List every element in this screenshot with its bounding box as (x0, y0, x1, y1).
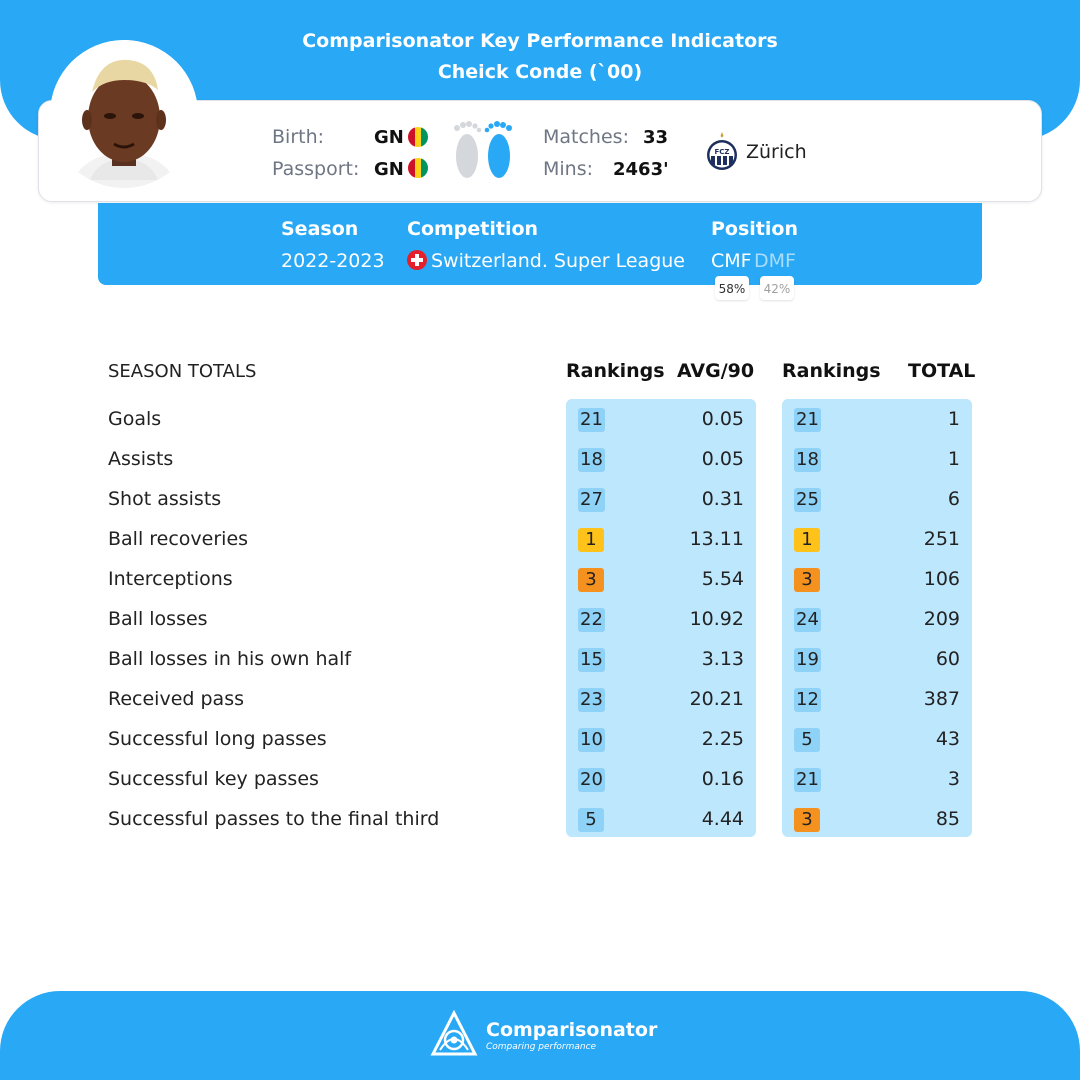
stat-label: Successful passes to the final third (108, 808, 440, 830)
fcz-club-logo: FCZ (707, 132, 737, 170)
passport-label: Passport: (272, 158, 360, 180)
rank-total-badge: 18 (794, 448, 821, 472)
brand-tagline: Comparing performance (486, 1042, 597, 1052)
footer-band (0, 991, 1080, 1080)
rank-total-badge: 5 (794, 728, 820, 752)
competition-value: Switzerland. Super League (431, 250, 685, 272)
total-value: 43 (935, 728, 960, 750)
player-name-title: Cheick Conde (`00) (437, 61, 643, 83)
mins-value: 2463' (613, 159, 669, 180)
svg-text:FCZ: FCZ (715, 148, 730, 156)
rank-total-badge: 21 (794, 408, 821, 432)
passport-value: GN (374, 159, 404, 180)
rank-avg-badge: 10 (578, 728, 605, 752)
position-label: Position (711, 218, 798, 240)
guinea-flag-icon (408, 127, 428, 147)
avg-value: 0.05 (701, 448, 744, 470)
total-value: 251 (923, 528, 960, 550)
rank-avg-badge: 18 (578, 448, 605, 472)
birth-value: GN (374, 127, 404, 148)
comparisonator-logo (430, 1010, 478, 1056)
rank-avg-badge: 21 (578, 408, 605, 432)
guinea-flag-icon (408, 158, 428, 178)
rank-total-badge: 25 (794, 488, 821, 512)
stat-label: Successful long passes (108, 728, 327, 750)
total-value: 1 (947, 408, 960, 430)
total-value: 106 (923, 568, 960, 590)
stat-label: Interceptions (108, 568, 233, 590)
total-value: 3 (947, 768, 960, 790)
stat-label: Ball losses (108, 608, 208, 630)
position-secondary-pct: 42% (760, 276, 794, 300)
position-primary-pct: 58% (715, 276, 749, 300)
rank-avg-badge: 1 (578, 528, 604, 552)
season-label: Season (281, 218, 359, 240)
avg-value: 10.92 (689, 608, 744, 630)
club-name: Zürich (746, 141, 807, 163)
avg-value: 4.44 (701, 808, 744, 830)
matches-label: Matches: (543, 126, 629, 148)
rank-avg-badge: 15 (578, 648, 605, 672)
total-value: 85 (935, 808, 960, 830)
avg-value: 3.13 (701, 648, 744, 670)
avg-value: 20.21 (689, 688, 744, 710)
rank-total-badge: 3 (794, 568, 820, 592)
rank-total-badge: 3 (794, 808, 820, 832)
rank-total-badge: 1 (794, 528, 820, 552)
player-info-card (38, 100, 1042, 202)
avg-value: 0.16 (701, 768, 744, 790)
total-value: 60 (935, 648, 960, 670)
stat-label: Ball recoveries (108, 528, 249, 550)
report-title: Comparisonator Key Performance Indicator… (302, 30, 778, 52)
feet-icon (454, 121, 512, 178)
competition-label: Competition (407, 218, 539, 240)
birth-label: Birth: (272, 126, 325, 148)
rank-total-badge: 21 (794, 768, 821, 792)
player-photo (50, 40, 198, 188)
rank-total-badge: 24 (794, 608, 821, 632)
avg-value: 0.05 (701, 408, 744, 430)
avg-value: 5.54 (701, 568, 744, 590)
matches-value: 33 (643, 127, 669, 148)
rank-avg-badge: 20 (578, 768, 605, 792)
stat-label: Received pass (108, 688, 244, 710)
rank-avg-badge: 5 (578, 808, 604, 832)
avg-value: 13.11 (689, 528, 744, 550)
stat-label: Ball losses in his own half (108, 648, 352, 670)
stat-label: Assists (108, 448, 174, 470)
switzerland-flag-icon (407, 250, 427, 270)
season-panel (98, 203, 982, 285)
season-value: 2022-2023 (281, 250, 385, 272)
col-rankings-total: Rankings (782, 360, 881, 382)
col-total: TOTAL (908, 360, 976, 382)
col-avg: AVG/90 (677, 360, 755, 382)
rank-avg-badge: 22 (578, 608, 605, 632)
rank-avg-badge: 3 (578, 568, 604, 592)
rank-avg-badge: 27 (578, 488, 605, 512)
mins-label: Mins: (543, 158, 594, 180)
avg-value: 2.25 (701, 728, 744, 750)
avg-value: 0.31 (701, 488, 744, 510)
position-secondary: DMF (754, 250, 796, 272)
total-value: 6 (947, 488, 960, 510)
brand-name: Comparisonator (486, 1019, 658, 1041)
stat-label: Shot assists (108, 488, 222, 510)
position-primary: CMF (711, 250, 752, 272)
stat-label: Goals (108, 408, 162, 430)
rank-total-badge: 12 (794, 688, 821, 712)
rank-avg-badge: 23 (578, 688, 605, 712)
rank-total-badge: 19 (794, 648, 821, 672)
col-rankings-avg: Rankings (566, 360, 665, 382)
section-title: SEASON TOTALS (108, 361, 257, 382)
total-value: 209 (923, 608, 960, 630)
stat-label: Successful key passes (108, 768, 319, 790)
total-value: 1 (947, 448, 960, 470)
total-value: 387 (923, 688, 960, 710)
